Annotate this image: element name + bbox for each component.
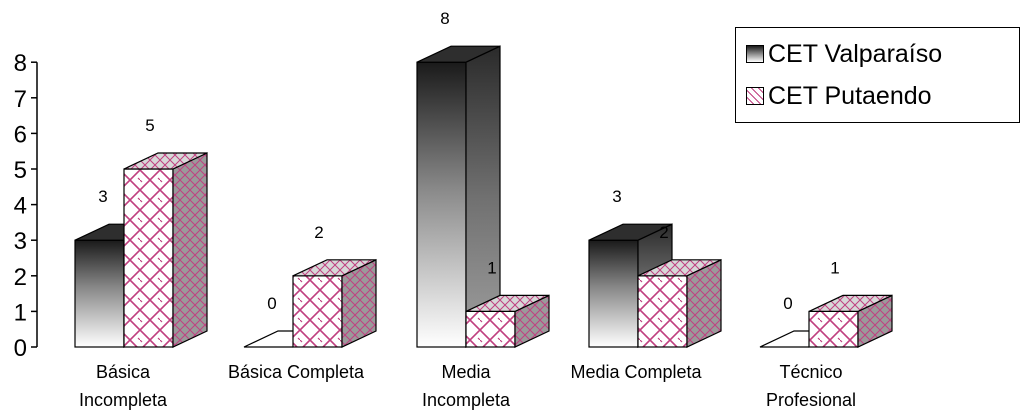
data-label: 3 — [98, 187, 107, 206]
y-tick-label: 4 — [14, 193, 27, 220]
chart-legend: CET Valparaíso CET Putaendo — [735, 27, 1020, 123]
y-tick-label: 8 — [14, 50, 27, 77]
bar-top — [588, 223, 673, 241]
legend-label-valparaiso: CET Valparaíso — [768, 39, 943, 68]
bar-top — [465, 294, 550, 312]
legend-swatch-putaendo — [746, 87, 764, 105]
legend-item-putaendo: CET Putaendo — [746, 76, 932, 116]
bar-front — [465, 310, 516, 348]
legend-label-putaendo: CET Putaendo — [768, 81, 932, 110]
y-tick-label: 2 — [14, 264, 27, 291]
bar-front — [637, 275, 688, 348]
bar-front — [74, 239, 125, 348]
data-label: 1 — [487, 258, 496, 277]
bar-front — [588, 239, 639, 348]
data-label: 2 — [659, 223, 668, 242]
y-tick-label: 1 — [14, 299, 27, 326]
y-tick-label: 3 — [14, 228, 27, 255]
bar-top — [637, 259, 722, 277]
bar-front — [292, 275, 343, 348]
x-category-label: Básica Completa — [228, 362, 365, 382]
data-label: 1 — [830, 258, 839, 277]
data-label: 3 — [612, 187, 621, 206]
bar-top — [292, 259, 377, 277]
bar-valparaiso-2 — [416, 45, 501, 348]
data-label: 2 — [314, 223, 323, 242]
bar-putaendo-3 — [637, 258, 722, 348]
legend-swatch-valparaiso — [746, 45, 764, 63]
bar-top — [808, 294, 893, 312]
y-tick-label: 5 — [14, 157, 27, 184]
x-category-label: Media — [441, 362, 491, 382]
bar-putaendo-4 — [808, 294, 893, 348]
legend-item-valparaiso: CET Valparaíso — [746, 34, 942, 74]
data-label: 5 — [145, 116, 154, 135]
y-tick-label: 0 — [14, 335, 27, 362]
bar-top — [123, 152, 208, 170]
data-label: 8 — [440, 9, 449, 28]
x-category-label: Incompleta — [422, 390, 511, 410]
x-category-label: Técnico — [779, 362, 842, 382]
x-category-label: Incompleta — [79, 390, 168, 410]
x-category-label: Profesional — [766, 390, 856, 410]
bar-front — [808, 310, 859, 348]
bar-front — [123, 168, 174, 348]
data-label: 0 — [267, 294, 276, 313]
bar-side — [172, 152, 208, 348]
x-category-label: Básica — [96, 362, 151, 382]
data-label: 0 — [783, 294, 792, 313]
bar-putaendo-2 — [465, 294, 550, 348]
y-tick-label: 6 — [14, 121, 27, 148]
bar-putaendo-0 — [123, 152, 208, 348]
x-category-label: Media Completa — [570, 362, 702, 382]
bar-top — [416, 45, 501, 63]
bar-putaendo-1 — [292, 258, 377, 348]
y-tick-label: 7 — [14, 86, 27, 113]
bar-front — [416, 61, 467, 348]
